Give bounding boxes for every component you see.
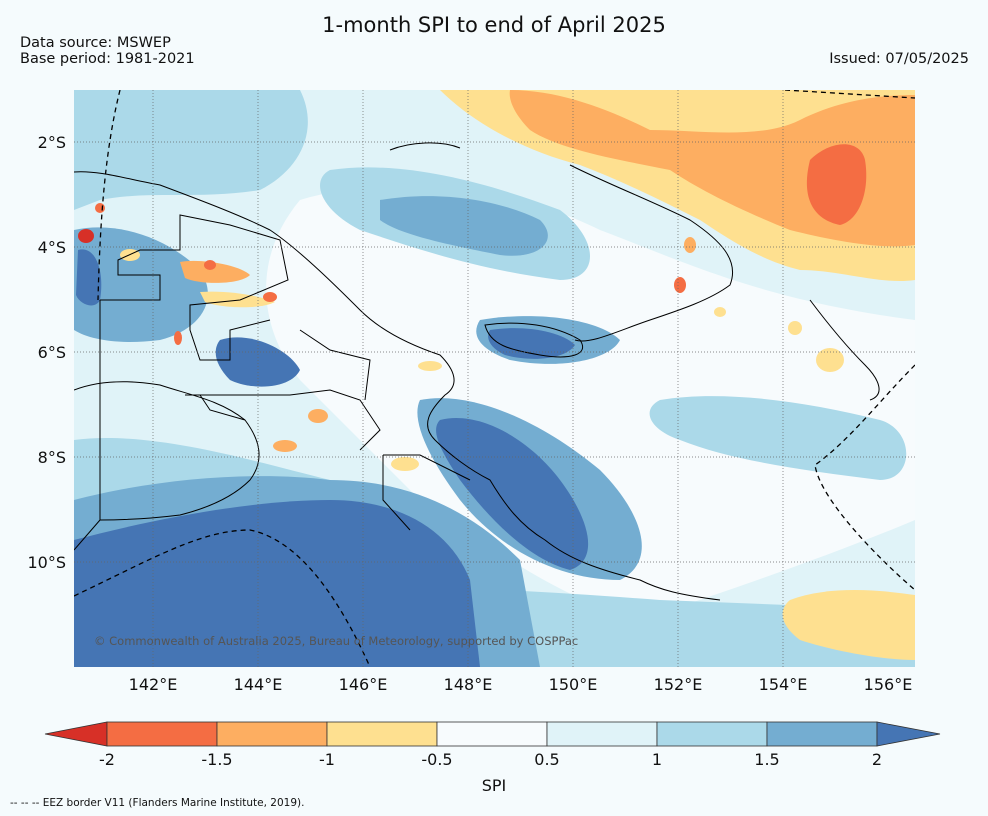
- colorbar-segment: [216, 721, 328, 747]
- colorbar-extend-high: [876, 721, 941, 747]
- data-source-text: Data source: MSWEP: [20, 35, 171, 51]
- eez-borders: [74, 90, 915, 667]
- spi-field: [74, 90, 915, 667]
- spi-map: © Commonwealth of Australia 2025, Bureau…: [27, 90, 915, 694]
- colorbar-tick: 0.5: [534, 750, 559, 769]
- lat-label: 4°S: [38, 238, 66, 257]
- lat-label: 10°S: [27, 553, 66, 572]
- base-period-text: Base period: 1981-2021: [20, 51, 195, 67]
- lon-label: 144°E: [234, 675, 283, 694]
- lon-label: 146°E: [339, 675, 388, 694]
- colorbar-segment: [106, 721, 218, 747]
- colorbar-segment: [766, 721, 878, 747]
- issued-date-text: Issued: 07/05/2025: [829, 51, 969, 67]
- colorbar-segment: [656, 721, 768, 747]
- colorbar-tick: -2: [99, 750, 115, 769]
- province-borders: [99, 214, 471, 531]
- page-title: 1-month SPI to end of April 2025: [322, 13, 666, 37]
- lat-label: 8°S: [38, 448, 66, 467]
- colorbar-tick: 2: [872, 750, 882, 769]
- colorbar-extend-low: [44, 721, 108, 747]
- colorbar-label: SPI: [481, 776, 507, 795]
- lat-label: 6°S: [38, 343, 66, 362]
- eez-footnote: -- -- -- EEZ border V11 (Flanders Marine…: [10, 797, 305, 809]
- lon-label: 142°E: [129, 675, 178, 694]
- coastlines: [74, 142, 880, 601]
- colorbar-tick: 1: [652, 750, 662, 769]
- colorbar-tick: -1.5: [201, 750, 232, 769]
- colorbar: -2 -1.5 -1 -0.5 0.5 1 1.5 2: [44, 721, 941, 769]
- lon-label: 150°E: [549, 675, 598, 694]
- colorbar-tick: -0.5: [421, 750, 452, 769]
- lon-label: 154°E: [759, 675, 808, 694]
- colorbar-tick: 1.5: [754, 750, 779, 769]
- copyright-text: © Commonwealth of Australia 2025, Bureau…: [94, 634, 578, 648]
- lon-label: 148°E: [444, 675, 493, 694]
- colorbar-tick: -1: [319, 750, 335, 769]
- colorbar-segment: [436, 721, 548, 747]
- lat-label: 2°S: [38, 133, 66, 152]
- lon-label: 152°E: [654, 675, 703, 694]
- graticule: [74, 90, 915, 667]
- colorbar-segment: [546, 721, 658, 747]
- colorbar-segment: [326, 721, 438, 747]
- lon-label: 156°E: [864, 675, 913, 694]
